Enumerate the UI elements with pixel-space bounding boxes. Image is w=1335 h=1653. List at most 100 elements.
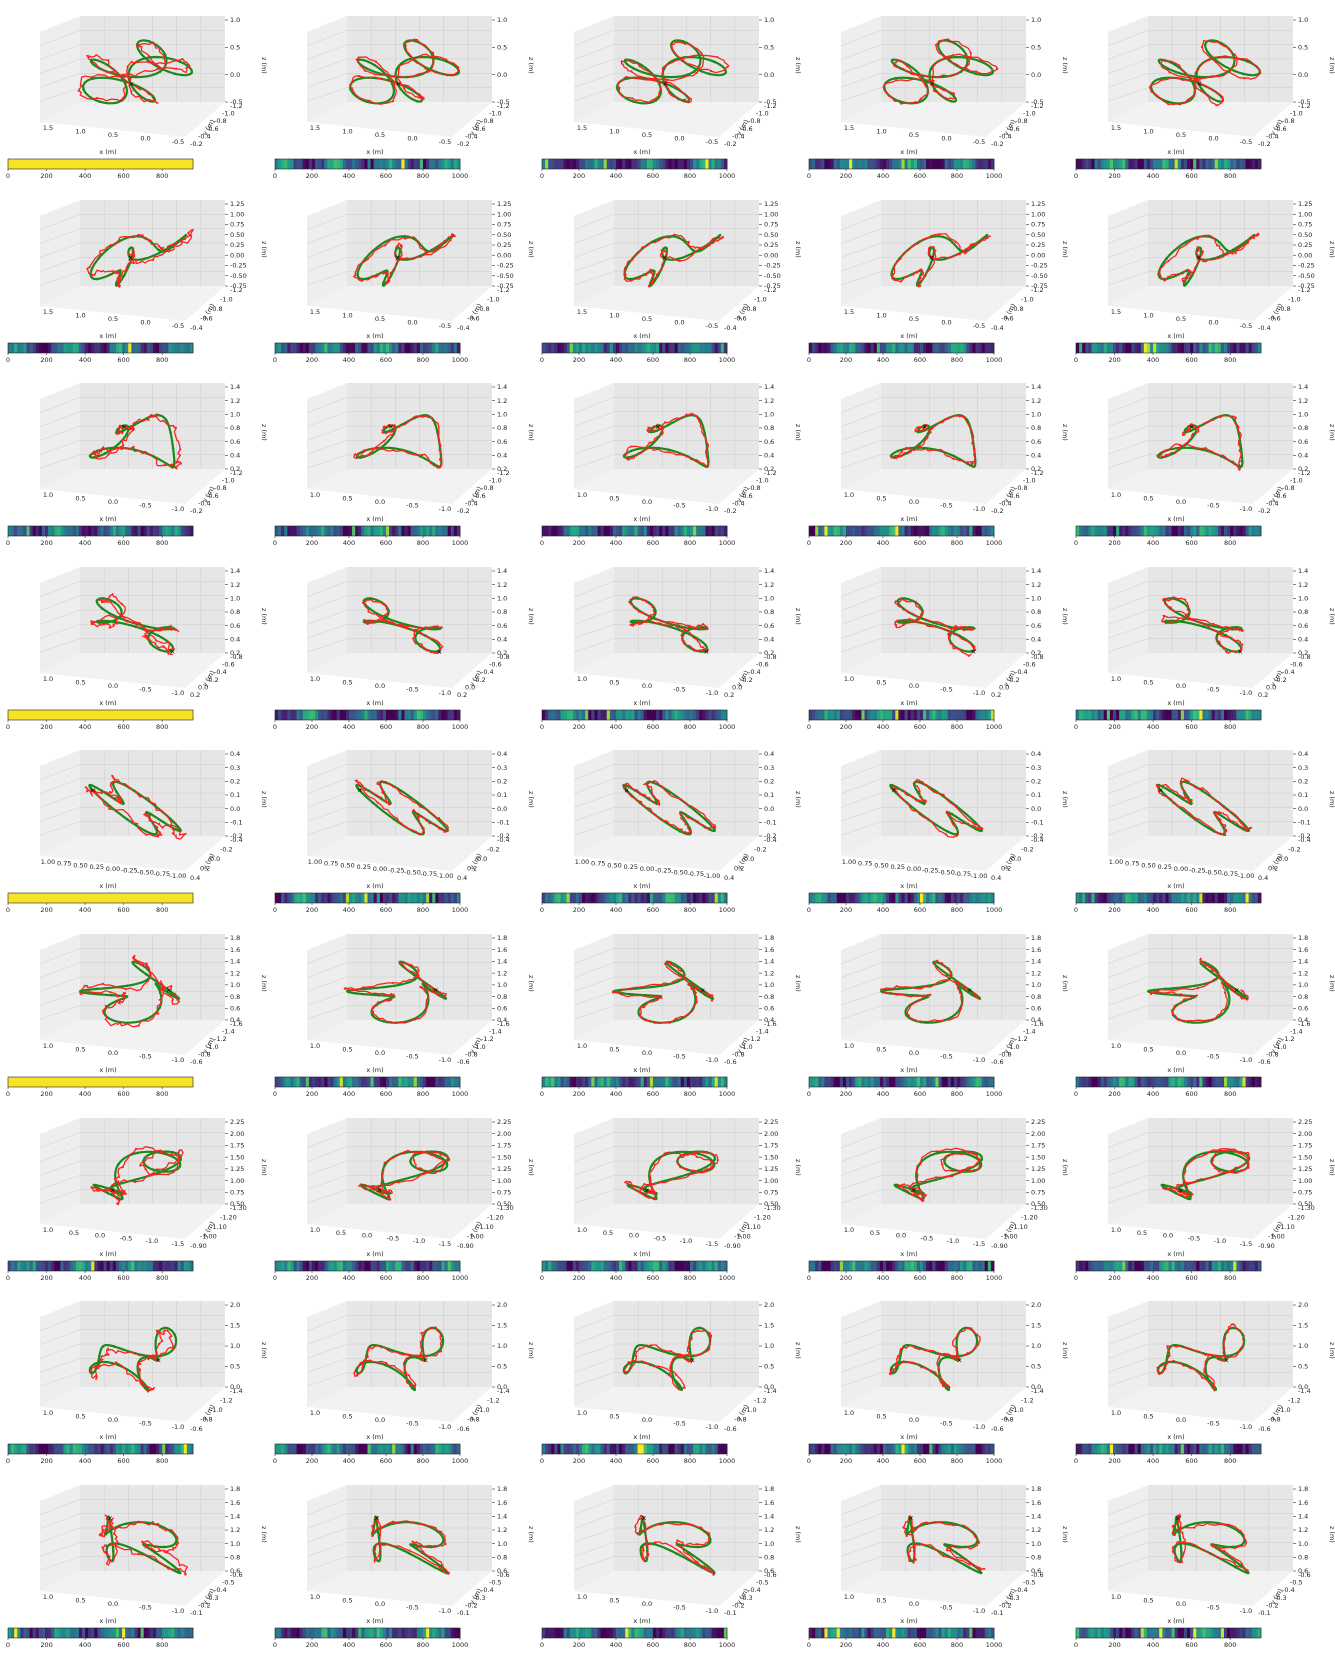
error-bar-segment <box>643 1076 648 1087</box>
error-bar-segment <box>441 893 445 904</box>
error-bar-segment <box>321 893 325 904</box>
panel-r5-c2: ×1.81.61.41.21.00.80.60.4z (m)1.00.50.0-… <box>534 918 801 1102</box>
error-bar-segment <box>318 709 322 720</box>
y-tick-label: -1.2 <box>1031 469 1044 477</box>
x-axis-label: x (m) <box>1167 515 1184 523</box>
error-bar-segment <box>852 709 856 720</box>
error-bar-segment <box>616 709 620 720</box>
error-bar-frame <box>808 525 995 537</box>
predicted-point <box>1192 82 1195 85</box>
error-bar-segment <box>990 709 995 720</box>
error-bar-segment <box>603 158 608 169</box>
ground-truth-point <box>387 608 390 612</box>
z-tick-label: 0.6 <box>497 622 507 630</box>
error-bar-segment <box>140 158 145 169</box>
error-bar-segment <box>293 1076 297 1087</box>
error-bar-segment <box>66 1076 71 1087</box>
error-bar-segment <box>174 1076 178 1087</box>
ground-truth-point <box>133 789 136 793</box>
ground-truth-point <box>120 608 123 612</box>
predicted-point <box>438 650 441 654</box>
error-bar-segment <box>94 709 98 720</box>
bar-tick-label: 800 <box>684 906 696 914</box>
error-bar-segment <box>168 709 172 720</box>
error-bar-segment <box>94 342 98 353</box>
error-bar-segment <box>103 709 108 720</box>
z-tick-label: 0.6 <box>1298 438 1308 446</box>
gridline <box>840 976 882 992</box>
predicted-point <box>1197 82 1200 85</box>
error-bar-segment <box>345 1076 350 1087</box>
error-bar-frame <box>1075 158 1262 170</box>
bar-tick-label: 0 <box>6 539 10 547</box>
error-bar-segment <box>429 526 433 537</box>
ground-truth-point <box>167 625 170 629</box>
error-bar-segment <box>146 709 151 720</box>
error-bar-segment <box>901 1076 905 1087</box>
predicted-point <box>400 624 403 628</box>
error-bar-segment <box>299 709 304 720</box>
error-bar-segment <box>714 893 719 904</box>
predicted-point <box>111 269 114 273</box>
bar-tick-label: 0 <box>6 172 10 180</box>
z-tick-label: 0.25 <box>497 241 511 249</box>
predicted-point <box>933 89 936 93</box>
predicted-point <box>137 1024 140 1027</box>
ground-truth-point <box>414 59 417 63</box>
error-bar-segment <box>1196 158 1200 169</box>
x-tick-label: -0.25 <box>388 867 405 875</box>
error-bar-segment <box>422 893 427 904</box>
z-tick-label: -0.5 <box>1031 98 1044 106</box>
ground-truth-point <box>899 67 903 70</box>
z-tick-label: 0.8 <box>1031 608 1041 616</box>
error-bar-segment <box>152 158 157 169</box>
error-bar-segment <box>1220 158 1225 169</box>
y-tick-label: -0.4 <box>732 132 745 140</box>
error-bar-segment <box>404 158 408 169</box>
error-bar-segment <box>38 526 43 537</box>
gridline <box>306 623 348 639</box>
error-bar-segment <box>975 709 979 720</box>
error-bar-segment <box>122 1076 126 1087</box>
error-bar-segment <box>1128 342 1132 353</box>
error-bar-segment <box>131 342 135 353</box>
error-bar-segment <box>696 1076 700 1087</box>
predicted-point <box>650 791 653 795</box>
x-tick-label: 0.75 <box>324 860 338 868</box>
error-bar-segment <box>137 342 141 353</box>
y-tick-label: -0.6 <box>991 1058 1004 1066</box>
error-bar-segment <box>809 158 813 169</box>
ground-truth-point <box>1235 625 1238 629</box>
error-bar-segment <box>876 526 881 537</box>
gridline <box>39 778 81 795</box>
x-tick-label: 0.25 <box>1158 864 1172 872</box>
error-bar-segment <box>125 342 129 353</box>
error-bar-segment <box>345 893 350 904</box>
error-bar-segment <box>100 158 104 169</box>
error-bar-segment <box>889 893 893 904</box>
y-tick-label: -0.2 <box>206 676 219 684</box>
error-bar-segment <box>106 158 111 169</box>
gridline <box>306 30 348 47</box>
error-bar-segment <box>115 893 120 904</box>
error-bar-segment <box>373 526 378 537</box>
error-bar-segment <box>1230 342 1234 353</box>
error-bar-segment <box>302 158 307 169</box>
x-tick-label: 0.0 <box>941 318 951 326</box>
x-axis-label: x (m) <box>99 882 116 890</box>
error-bar-segment <box>373 709 378 720</box>
z-tick-label: 1.4 <box>230 958 240 966</box>
y-tick-label: -0.2 <box>1007 676 1020 684</box>
z-tick-label: 1.00 <box>497 210 511 218</box>
predicted-point <box>975 70 978 73</box>
ground-truth-point <box>1183 283 1187 287</box>
ground-truth-point <box>149 641 152 645</box>
predicted-trajectory <box>890 414 976 466</box>
y-tick-label: -0.8 <box>481 484 494 492</box>
error-bar-segment <box>38 893 43 904</box>
error-bar-segment <box>20 1076 24 1087</box>
predicted-point <box>1183 443 1186 447</box>
predicted-point <box>663 248 666 252</box>
predicted-trajectory <box>86 228 194 288</box>
error-bar-segment <box>171 158 175 169</box>
